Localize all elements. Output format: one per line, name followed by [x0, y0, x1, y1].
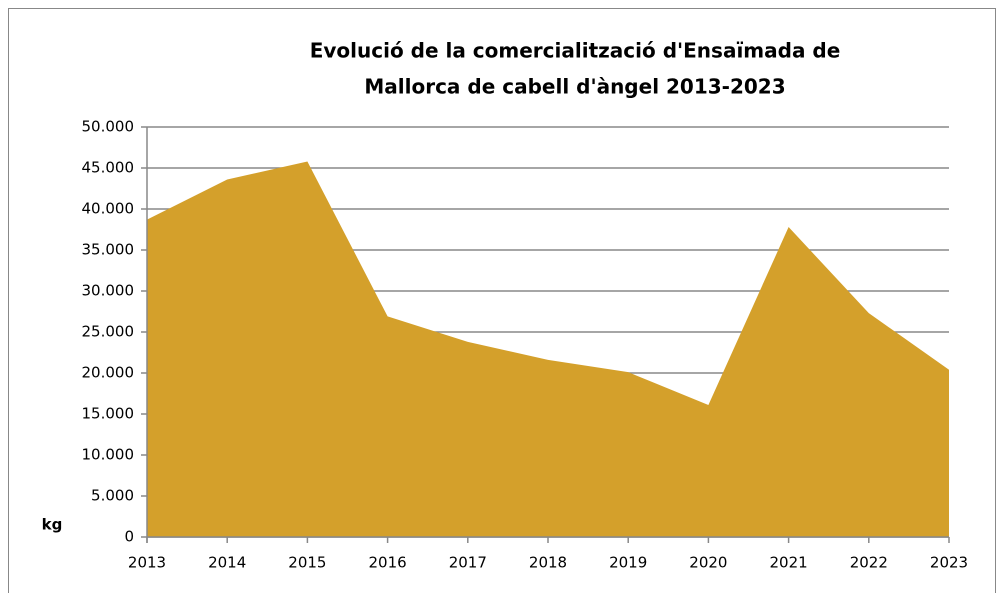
x-tick-label: 2014 [208, 554, 246, 572]
y-tick-label: 15.000 [82, 405, 135, 423]
y-axis-label: kg [42, 516, 63, 534]
x-tick-label: 2019 [609, 554, 647, 572]
x-tick-label: 2016 [369, 554, 407, 572]
x-tick-label: 2017 [449, 554, 487, 572]
x-tick-label: 2018 [529, 554, 567, 572]
y-tick-label: 10.000 [82, 446, 135, 464]
x-tick-label: 2013 [128, 554, 166, 572]
y-tick-label: 40.000 [82, 200, 135, 218]
y-tick-label: 35.000 [82, 241, 135, 259]
chart-title: Mallorca de cabell d'àngel 2013-2023 [364, 75, 785, 99]
y-tick-label: 30.000 [82, 282, 135, 300]
y-tick-label: 20.000 [82, 364, 135, 382]
y-tick-label: 25.000 [82, 323, 135, 341]
y-tick-label: 45.000 [82, 159, 135, 177]
y-tick-label: 50.000 [82, 118, 135, 136]
x-tick-label: 2015 [288, 554, 326, 572]
y-tick-label: 5.000 [91, 487, 134, 505]
chart-frame [8, 8, 996, 593]
x-tick-label: 2022 [850, 554, 888, 572]
chart-title: Evolució de la comercialització d'Ensaïm… [310, 39, 841, 63]
y-tick-label: 0 [124, 528, 134, 546]
x-tick-label: 2021 [770, 554, 808, 572]
x-tick-label: 2020 [689, 554, 727, 572]
x-tick-label: 2023 [930, 554, 968, 572]
area [147, 161, 949, 537]
